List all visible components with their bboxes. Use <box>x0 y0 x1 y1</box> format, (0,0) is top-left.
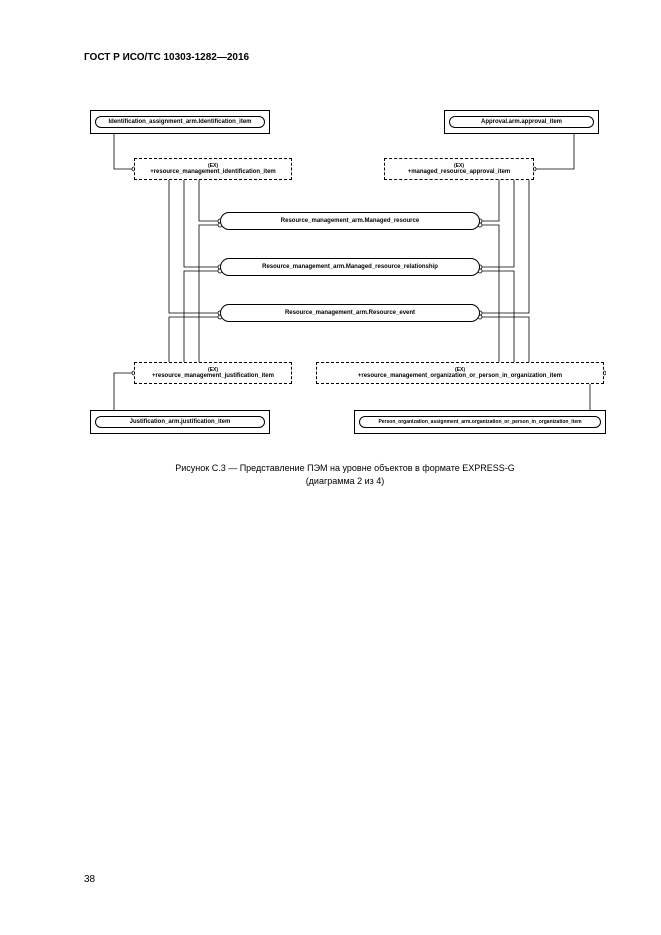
node-label: Approval.arm.approval_item <box>449 116 594 128</box>
express-g-diagram: Identification_assignment_arm.Identifica… <box>84 100 606 440</box>
node-resource-event: Resource_management_arm.Resource_event <box>220 304 480 322</box>
node-ext-identification: (EX) +resource_management_identification… <box>134 158 292 180</box>
node-ext-justification: (EX) +resource_management_justification_… <box>134 362 292 384</box>
node-managed-resource: Resource_management_arm.Managed_resource <box>220 212 480 230</box>
node-label: +resource_management_identification_item <box>150 169 276 175</box>
node-label: Identification_assignment_arm.Identifica… <box>95 116 265 128</box>
caption-line1: Рисунок С.3 — Представление ПЭМ на уровн… <box>175 463 515 473</box>
node-ext-organization: (EX) +resource_management_organization_o… <box>316 362 604 384</box>
node-managed-resource-relationship: Resource_management_arm.Managed_resource… <box>220 258 480 276</box>
figure-caption: Рисунок С.3 — Представление ПЭМ на уровн… <box>84 462 606 487</box>
node-identification-assignment: Identification_assignment_arm.Identifica… <box>90 110 270 134</box>
node-label: Person_organization_assignment_arm.organ… <box>359 416 601 428</box>
node-label: +resource_management_organization_or_per… <box>358 373 562 379</box>
document-header: ГОСТ Р ИСО/ТС 10303-1282—2016 <box>84 52 249 63</box>
node-label: Justification_arm.justification_item <box>95 416 265 428</box>
node-approval: Approval.arm.approval_item <box>444 110 599 134</box>
node-ext-approval: (EX) +managed_resource_approval_item <box>384 158 534 180</box>
node-label: +managed_resource_approval_item <box>408 169 511 175</box>
caption-line2: (диаграмма 2 из 4) <box>306 476 385 486</box>
node-justification: Justification_arm.justification_item <box>90 410 270 434</box>
node-label: +resource_management_justification_item <box>152 373 274 379</box>
page-number: 38 <box>84 874 95 885</box>
node-person-organization: Person_organization_assignment_arm.organ… <box>354 410 606 434</box>
